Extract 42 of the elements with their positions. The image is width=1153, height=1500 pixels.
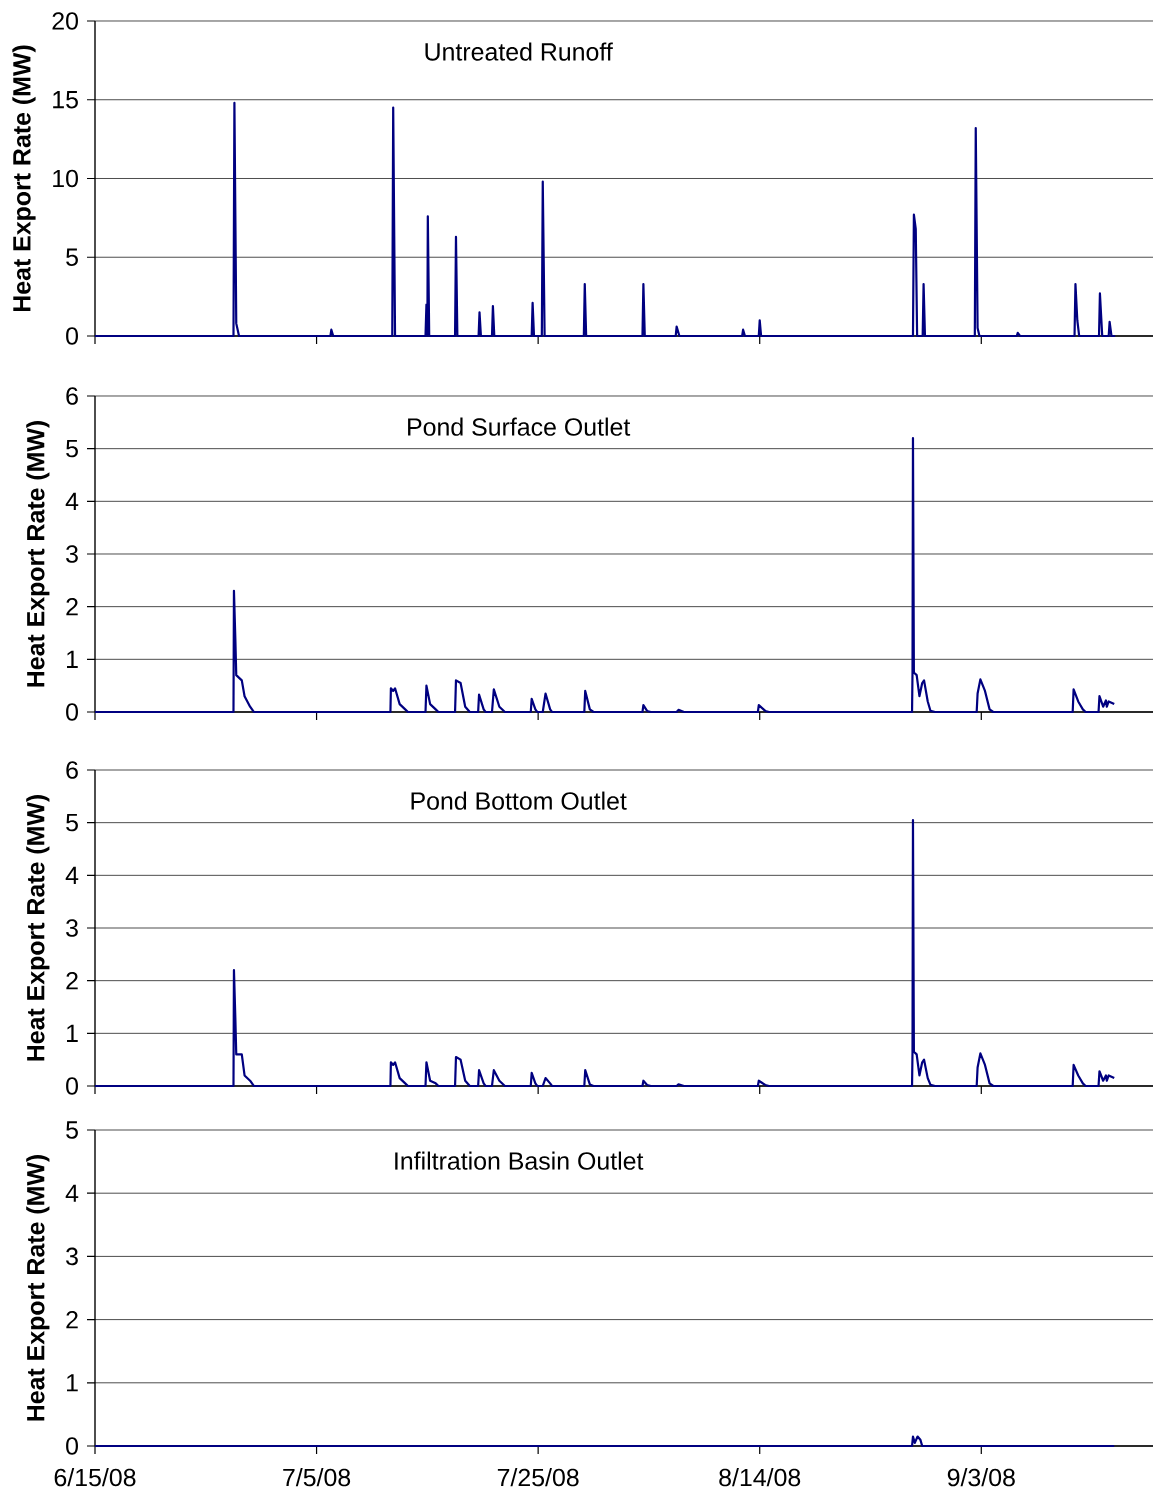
y-tick-label: 0 <box>66 1437 78 1455</box>
y-tick-label: 4 <box>65 492 79 510</box>
y-axis-title: Heat Export Rate (MW) <box>26 795 50 1061</box>
y-tick-label: 3 <box>66 1247 78 1266</box>
y-tick-label: 1 <box>67 1374 78 1392</box>
y-tick-label: 3 <box>66 545 78 563</box>
y-tick-label: 10 <box>53 169 78 188</box>
y-tick-label: 0 <box>66 703 78 721</box>
text: Infiltration Basin Outlet <box>395 1151 644 1170</box>
y-tick-label: 1 <box>67 650 78 668</box>
y-tick-label: 5 <box>66 1121 78 1139</box>
y-tick-label: 1 <box>67 1024 78 1042</box>
y-axis-title: Heat Export Rate (MW) <box>12 45 36 312</box>
y-tick-label: 6 <box>66 761 78 779</box>
y-tick-label: 3 <box>66 919 78 937</box>
x-tick-label: 6/15/08 <box>54 1468 136 1487</box>
y-tick-label: 5 <box>66 439 78 458</box>
text: Pond Surface Outlet <box>408 417 631 436</box>
y-tick-label: 6 <box>66 387 78 405</box>
line-series <box>93 437 1116 714</box>
x-tick-label: 7/5/08 <box>283 1468 351 1487</box>
x-tick-label: 8/14/08 <box>719 1468 801 1487</box>
y-tick-label: 2 <box>66 597 78 616</box>
y-tick-label: 20 <box>52 12 78 30</box>
y-axis-title: Heat Export Rate (MW) <box>26 421 50 687</box>
y-tick-label: 5 <box>66 813 78 832</box>
text: Untreated Runoff <box>425 42 613 61</box>
x-tick-label: 7/25/08 <box>497 1468 579 1487</box>
y-tick-label: 0 <box>66 1077 78 1095</box>
y-tick-label: 4 <box>65 1184 79 1202</box>
y-tick-label: 2 <box>66 971 78 990</box>
line-series <box>93 1435 1116 1448</box>
y-tick-label: 4 <box>65 866 79 884</box>
x-tick-label: 9/3/08 <box>947 1468 1015 1487</box>
y-tick-label: 15 <box>53 91 78 109</box>
y-tick-label: 2 <box>66 1310 78 1329</box>
line-series <box>93 101 1117 338</box>
y-tick-label: 5 <box>66 248 78 266</box>
line-series <box>93 818 1116 1088</box>
text: Pond Bottom Outlet <box>411 791 627 810</box>
y-axis-title: Heat Export Rate (MW) <box>26 1155 50 1421</box>
y-tick-label: 0 <box>66 327 78 345</box>
